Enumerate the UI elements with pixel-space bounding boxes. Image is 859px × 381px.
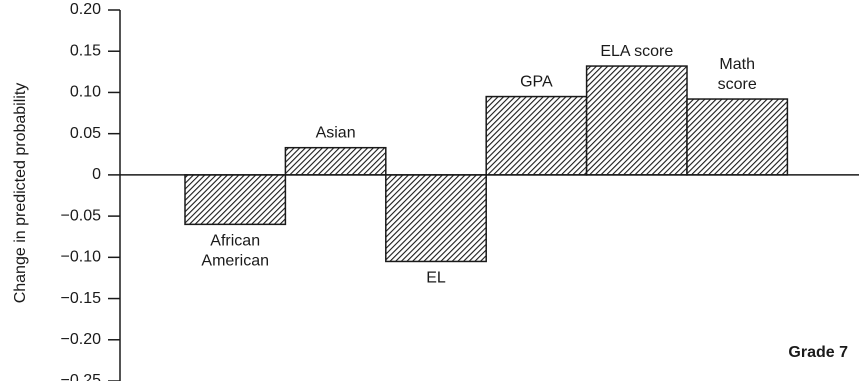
bar-label: African	[210, 232, 260, 249]
bar	[585, 65, 688, 176]
bar-label: Math	[719, 56, 755, 73]
bar	[686, 98, 789, 176]
bar-label: GPA	[520, 74, 553, 91]
plot-area: 0.20 0.15 0.10 0.05 0 −0.05 −0.10 −0.15 −0.20 −0.…	[61, 1, 859, 381]
y-tick-label: 0.05	[70, 125, 101, 142]
y-tick-label: −0.05	[61, 207, 102, 224]
y-tick-label: 0.10	[70, 84, 101, 101]
y-tick-label: −0.10	[61, 249, 102, 266]
y-tick-label: 0.20	[70, 1, 101, 18]
bar	[184, 174, 287, 226]
y-tick-label: −0.25	[61, 372, 102, 381]
grade-annotation: Grade 7	[788, 344, 848, 361]
bar	[385, 174, 487, 263]
bar	[485, 95, 588, 176]
y-tick-label: 0.15	[70, 42, 101, 59]
y-tick-label: 0	[92, 166, 101, 183]
y-axis-label: Change in predicted probability	[12, 83, 29, 304]
bar-label: ELA score	[600, 43, 673, 60]
y-tick-label: −0.20	[61, 331, 102, 348]
bar-label: score	[718, 76, 757, 93]
bar-label: Asian	[316, 125, 356, 142]
bar	[284, 146, 387, 176]
y-tick-label: −0.15	[61, 290, 102, 307]
bar-label: American	[201, 252, 269, 269]
bar-label: EL	[426, 269, 446, 286]
